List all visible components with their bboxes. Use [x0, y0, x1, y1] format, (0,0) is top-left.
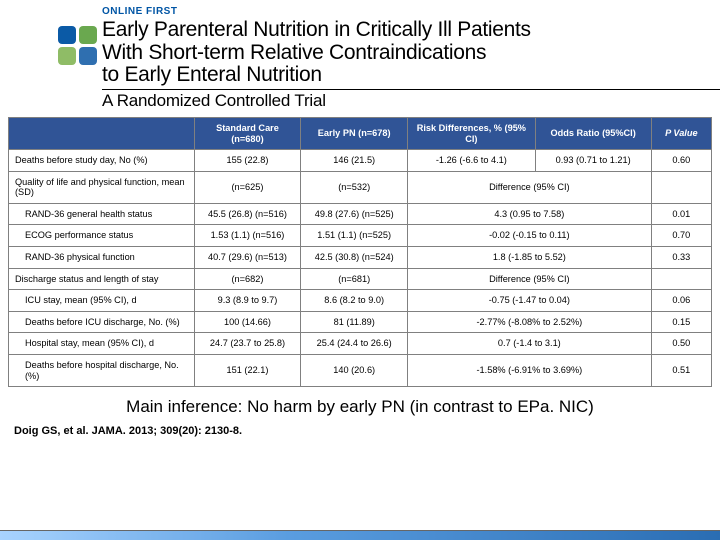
table-row: Deaths before ICU discharge, No. (%)100 … — [9, 311, 712, 333]
cell-risk-diff: -1.26 (-6.6 to 4.1) — [408, 150, 536, 172]
row-label: ICU stay, mean (95% CI), d — [9, 290, 195, 312]
online-first-tag: ONLINE FIRST — [102, 6, 720, 17]
article-header: ONLINE FIRST Early Parenteral Nutrition … — [0, 0, 720, 115]
cell-standard-care: 155 (22.8) — [194, 150, 301, 172]
cell-early-pn: 8.6 (8.2 to 9.0) — [301, 290, 408, 312]
row-label: Deaths before study day, No (%) — [9, 150, 195, 172]
cell-p-value: 0.06 — [651, 290, 711, 312]
cell-early-pn: 1.51 (1.1) (n=525) — [301, 225, 408, 247]
cell-p-value — [651, 268, 711, 290]
row-label: RAND-36 physical function — [9, 247, 195, 269]
citation: Doig GS, et al. JAMA. 2013; 309(20): 213… — [14, 425, 720, 437]
cell-p-value — [651, 171, 711, 203]
footer-bar — [0, 530, 720, 540]
row-label: Deaths before hospital discharge, No. (%… — [9, 354, 195, 386]
article-title: Early Parenteral Nutrition in Critically… — [102, 19, 720, 87]
cell-odds-ratio: 0.93 (0.71 to 1.21) — [535, 150, 651, 172]
cell-standard-care: 45.5 (26.8) (n=516) — [194, 203, 301, 225]
article-subtitle: A Randomized Controlled Trial — [102, 89, 720, 111]
table-header-row: Standard Care (n=680) Early PN (n=678) R… — [9, 118, 712, 150]
row-label: Discharge status and length of stay — [9, 268, 195, 290]
cell-standard-care: (n=625) — [194, 171, 301, 203]
cell-early-pn: (n=532) — [301, 171, 408, 203]
cell-standard-care: 40.7 (29.6) (n=513) — [194, 247, 301, 269]
cell-p-value: 0.33 — [651, 247, 711, 269]
cell-early-pn: (n=681) — [301, 268, 408, 290]
cell-standard-care: (n=682) — [194, 268, 301, 290]
col-risk-diff: Risk Differences, % (95% CI) — [408, 118, 536, 150]
cell-difference: Difference (95% CI) — [408, 171, 652, 203]
cell-early-pn: 49.8 (27.6) (n=525) — [301, 203, 408, 225]
table-row: Deaths before hospital discharge, No. (%… — [9, 354, 712, 386]
cell-standard-care: 1.53 (1.1) (n=516) — [194, 225, 301, 247]
table-body: Deaths before study day, No (%)155 (22.8… — [9, 150, 712, 387]
main-inference: Main inference: No harm by early PN (in … — [0, 397, 720, 417]
row-label: RAND-36 general health status — [9, 203, 195, 225]
cell-p-value: 0.60 — [651, 150, 711, 172]
cell-early-pn: 140 (20.6) — [301, 354, 408, 386]
table-row: Deaths before study day, No (%)155 (22.8… — [9, 150, 712, 172]
col-standard-care: Standard Care (n=680) — [194, 118, 301, 150]
col-odds-ratio: Odds Ratio (95%CI) — [535, 118, 651, 150]
cell-early-pn: 146 (21.5) — [301, 150, 408, 172]
table-row: Hospital stay, mean (95% CI), d24.7 (23.… — [9, 333, 712, 355]
table-row: ICU stay, mean (95% CI), d9.3 (8.9 to 9.… — [9, 290, 712, 312]
table-row: RAND-36 general health status45.5 (26.8)… — [9, 203, 712, 225]
cell-early-pn: 81 (11.89) — [301, 311, 408, 333]
cell-difference: 0.7 (-1.4 to 3.1) — [408, 333, 652, 355]
cell-standard-care: 100 (14.66) — [194, 311, 301, 333]
table-row: Discharge status and length of stay(n=68… — [9, 268, 712, 290]
table-row: ECOG performance status1.53 (1.1) (n=516… — [9, 225, 712, 247]
results-table-wrap: Standard Care (n=680) Early PN (n=678) R… — [8, 117, 712, 387]
table-row: RAND-36 physical function40.7 (29.6) (n=… — [9, 247, 712, 269]
cell-standard-care: 9.3 (8.9 to 9.7) — [194, 290, 301, 312]
cell-difference: -0.02 (-0.15 to 0.11) — [408, 225, 652, 247]
cell-difference: -1.58% (-6.91% to 3.69%) — [408, 354, 652, 386]
row-label: Quality of life and physical function, m… — [9, 171, 195, 203]
cell-standard-care: 24.7 (23.7 to 25.8) — [194, 333, 301, 355]
row-label: Hospital stay, mean (95% CI), d — [9, 333, 195, 355]
row-label: ECOG performance status — [9, 225, 195, 247]
col-blank — [9, 118, 195, 150]
cell-p-value: 0.15 — [651, 311, 711, 333]
cell-p-value: 0.50 — [651, 333, 711, 355]
cell-difference: Difference (95% CI) — [408, 268, 652, 290]
cell-p-value: 0.70 — [651, 225, 711, 247]
cell-standard-care: 151 (22.1) — [194, 354, 301, 386]
cell-difference: 1.8 (-1.85 to 5.52) — [408, 247, 652, 269]
col-p-value: P Value — [651, 118, 711, 150]
cell-early-pn: 42.5 (30.8) (n=524) — [301, 247, 408, 269]
cell-p-value: 0.01 — [651, 203, 711, 225]
cell-difference: -0.75 (-1.47 to 0.04) — [408, 290, 652, 312]
results-table: Standard Care (n=680) Early PN (n=678) R… — [8, 117, 712, 387]
cell-difference: 4.3 (0.95 to 7.58) — [408, 203, 652, 225]
table-row: Quality of life and physical function, m… — [9, 171, 712, 203]
col-early-pn: Early PN (n=678) — [301, 118, 408, 150]
logo-icon — [58, 26, 97, 65]
row-label: Deaths before ICU discharge, No. (%) — [9, 311, 195, 333]
cell-difference: -2.77% (-8.08% to 2.52%) — [408, 311, 652, 333]
cell-p-value: 0.51 — [651, 354, 711, 386]
cell-early-pn: 25.4 (24.4 to 26.6) — [301, 333, 408, 355]
